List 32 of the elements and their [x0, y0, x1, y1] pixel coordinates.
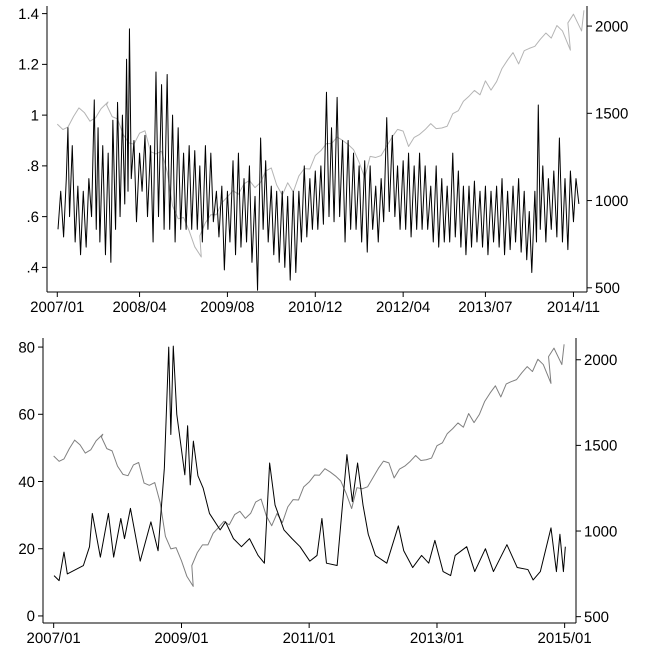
y2-tick-label: 500: [584, 608, 610, 626]
x-tick-label: 2007/01: [26, 630, 81, 647]
y-tick-label: 20: [18, 540, 35, 558]
x-tick-label: 2013/01: [410, 630, 464, 647]
y2-tick-label: 2000: [584, 352, 618, 369]
x-tick-label: 2010/12: [288, 299, 342, 316]
y2-tick-label: 1500: [584, 438, 618, 455]
y2-tick-label: 500: [595, 280, 620, 298]
y2-tick-label: 1000: [584, 523, 618, 540]
line-series: [56, 10, 584, 258]
x-tick-label: 2008/04: [112, 299, 167, 316]
y-tick-label: .8: [26, 158, 39, 176]
y-tick-label: 60: [18, 406, 35, 424]
x-tick-label: 2009/08: [200, 299, 255, 316]
y2-tick-label: 1000: [595, 192, 628, 210]
x-tick-label: 2007/01: [30, 299, 84, 316]
x-tick-label: 2013/07: [458, 299, 513, 316]
y-tick-label: 80: [18, 339, 35, 356]
x-tick-label: 2012/04: [376, 299, 430, 316]
x-tick-label: 2014/11: [546, 299, 600, 316]
y2-tick-label: 2000: [595, 18, 628, 36]
y-tick-label: .4: [26, 260, 39, 277]
y-tick-label: 1: [30, 107, 39, 124]
y2-tick-label: 1500: [595, 106, 628, 123]
x-tick-label: 2011/01: [282, 630, 336, 647]
y-tick-label: 0: [26, 608, 35, 626]
y-tick-label: 1.4: [18, 6, 39, 23]
y-tick-label: 40: [18, 474, 35, 491]
y-tick-label: 1.2: [18, 56, 39, 74]
x-tick-label: 2009/01: [154, 630, 209, 647]
x-tick-label: 2015/01: [538, 630, 592, 647]
y-tick-label: .6: [26, 208, 39, 226]
